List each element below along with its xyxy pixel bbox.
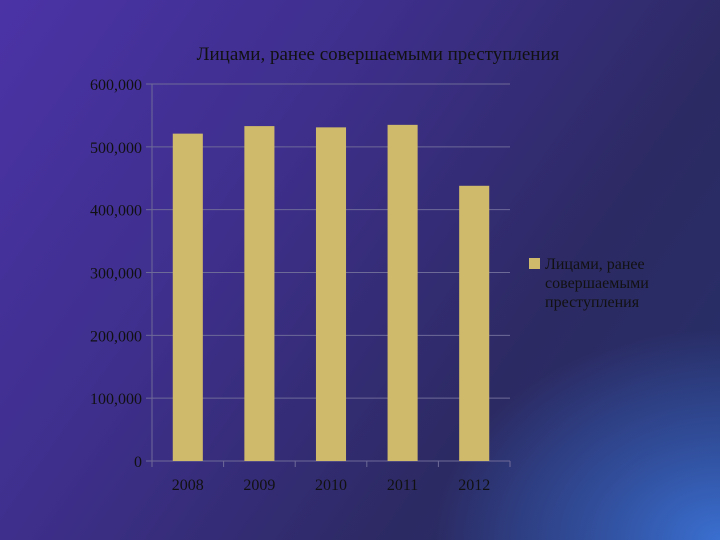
x-tick-label: 2011 (387, 477, 418, 494)
y-tick-label: 200,000 (90, 328, 142, 345)
legend-label-line: Лицами, ранее (545, 256, 645, 273)
y-tick-label: 600,000 (90, 77, 142, 94)
legend-label-line: преступления (545, 294, 640, 311)
bar-2009 (244, 126, 275, 462)
bar-2012 (459, 185, 490, 462)
y-tick-label: 500,000 (90, 140, 142, 157)
x-tick-label: 2008 (172, 477, 204, 494)
y-tick-label: 400,000 (90, 203, 142, 220)
legend-swatch (529, 258, 540, 269)
x-tick-label: 2009 (243, 477, 275, 494)
legend-label-line: совершаемыми (545, 275, 649, 292)
bar-2008 (172, 133, 203, 461)
y-tick-label: 300,000 (90, 266, 142, 283)
chart-title: Лицами, ранее совершаемыми преступления (197, 44, 560, 65)
y-tick-label: 100,000 (90, 391, 142, 408)
y-tick-label: 0 (134, 454, 142, 471)
y-tick-labels: 0 100,000 200,000 300,000 400,000 500,000 600,… (90, 77, 142, 471)
x-tick-label: 2010 (315, 477, 347, 494)
bar-2010 (315, 127, 347, 461)
x-tick-labels: 2008 2009 2010 2011 2012 (172, 477, 490, 494)
bar-2011 (387, 124, 418, 461)
legend-label: Лицами, ранее совершаемыми преступления (545, 256, 649, 311)
bars (172, 124, 490, 462)
legend: Лицами, ранее совершаемыми преступления (529, 256, 649, 311)
x-tick-label: 2012 (458, 477, 490, 494)
